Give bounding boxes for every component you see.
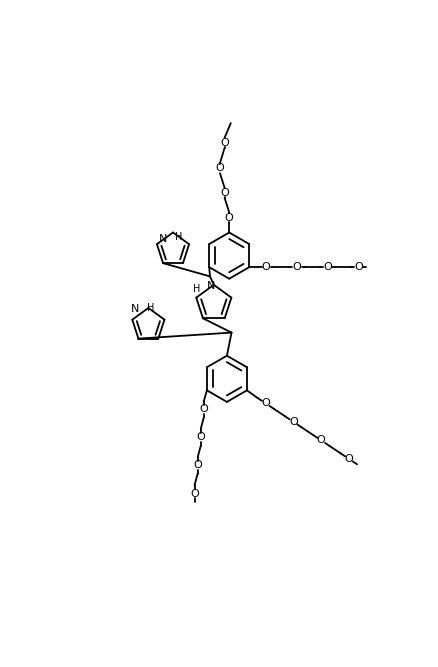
Text: H: H (146, 303, 154, 313)
Text: H: H (175, 232, 182, 242)
Text: O: O (323, 262, 332, 272)
Text: O: O (220, 188, 229, 198)
Text: N: N (131, 305, 139, 315)
Text: O: O (316, 436, 325, 446)
Text: N: N (159, 234, 167, 244)
Text: O: O (224, 213, 233, 223)
Text: O: O (261, 398, 269, 408)
Text: O: O (353, 262, 362, 272)
Text: O: O (193, 460, 201, 470)
Text: H: H (193, 283, 200, 293)
Text: O: O (190, 488, 198, 498)
Text: O: O (196, 432, 205, 442)
Text: O: O (292, 262, 300, 272)
Text: O: O (289, 417, 297, 427)
Text: O: O (344, 454, 353, 464)
Text: N: N (206, 281, 215, 291)
Text: O: O (215, 163, 224, 173)
Text: O: O (220, 138, 229, 148)
Text: O: O (261, 262, 270, 272)
Text: O: O (199, 404, 208, 414)
